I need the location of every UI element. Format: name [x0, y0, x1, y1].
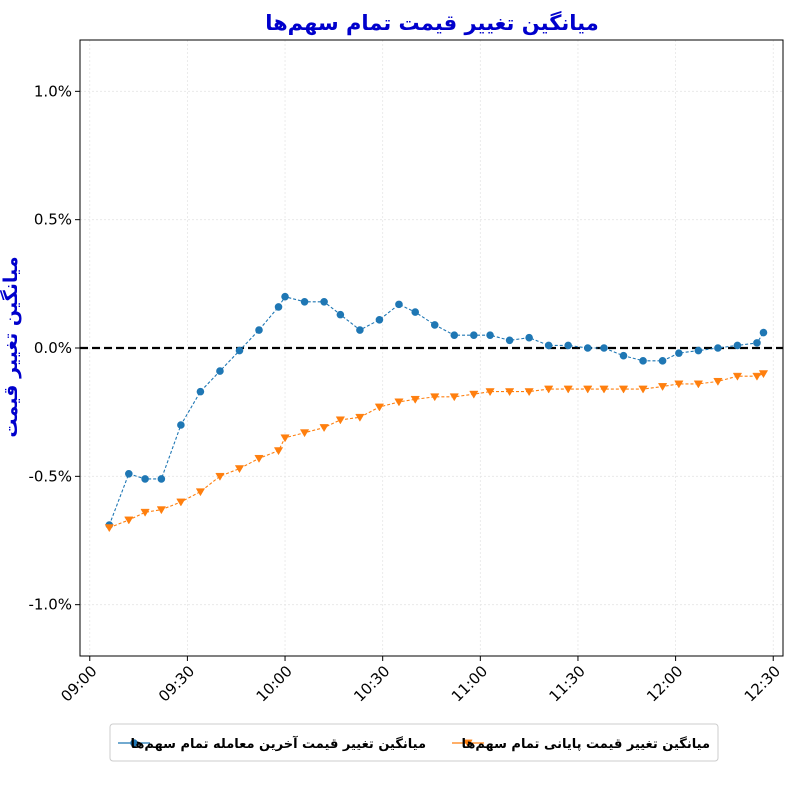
- data-point: [411, 308, 420, 316]
- data-point: [505, 336, 514, 345]
- data-point: [356, 326, 364, 334]
- data-point: [714, 344, 722, 352]
- data-point: [658, 357, 667, 365]
- data-point: [544, 385, 554, 394]
- legend: میانگین تغییر قیمت آخرین معامله تمام سهم…: [109, 723, 719, 762]
- data-point: [470, 331, 478, 339]
- data-point: [374, 403, 385, 412]
- data-point: [177, 421, 185, 429]
- legend-marker: [463, 739, 473, 748]
- data-point: [693, 380, 704, 389]
- data-point: [752, 372, 762, 381]
- data-point: [195, 488, 206, 497]
- legend-box: [109, 723, 719, 762]
- data-point: [674, 380, 684, 389]
- data-point: [156, 506, 167, 515]
- chart-title: میانگین تغییر قیمت تمام سهم‌ها: [265, 10, 599, 35]
- data-point: [394, 398, 404, 407]
- data-point: [274, 303, 283, 311]
- data-point: [758, 370, 769, 379]
- y-tick-label: -1.0%: [28, 596, 72, 614]
- y-tick-label: 0.0%: [34, 339, 72, 357]
- legend-label: میانگین تغییر قیمت آخرین معامله تمام سهم…: [130, 735, 426, 752]
- data-point: [335, 416, 346, 425]
- data-point: [694, 346, 703, 355]
- data-point: [713, 377, 723, 386]
- data-point: [320, 298, 328, 306]
- data-point: [215, 472, 225, 481]
- data-point: [124, 516, 134, 525]
- data-point: [319, 424, 329, 433]
- data-point: [299, 429, 310, 438]
- data-point: [638, 385, 648, 394]
- data-point: [619, 351, 628, 360]
- data-point: [639, 357, 647, 365]
- data-point: [255, 326, 263, 334]
- data-point: [544, 341, 553, 350]
- data-point: [141, 475, 149, 483]
- data-point: [125, 469, 133, 478]
- legend-item-1: میانگین تغییر قیمت آخرین معامله تمام سهم…: [118, 735, 426, 752]
- data-point: [759, 328, 768, 337]
- data-point: [281, 292, 289, 301]
- series-1: [105, 292, 768, 529]
- data-point: [469, 390, 479, 399]
- data-point: [583, 344, 592, 352]
- data-point: [410, 395, 420, 404]
- data-point: [157, 475, 166, 483]
- legend-label: میانگین تغییر قیمت پایانی تمام سهم‌ها: [461, 736, 710, 752]
- data-point: [733, 341, 742, 350]
- data-point: [583, 385, 593, 394]
- data-point: [504, 388, 515, 397]
- legend-item-2: میانگین تغییر قیمت پایانی تمام سهم‌ها: [452, 736, 710, 752]
- data-point: [753, 339, 761, 347]
- plot-area: [80, 292, 783, 533]
- data-point: [300, 298, 309, 306]
- data-point: [196, 387, 205, 396]
- data-point: [430, 393, 440, 402]
- data-point: [675, 349, 683, 357]
- data-point: [140, 508, 150, 517]
- data-point: [600, 344, 608, 352]
- y-tick-label: 0.5%: [34, 211, 72, 229]
- data-point: [235, 346, 244, 355]
- data-point: [449, 393, 459, 402]
- data-point: [563, 385, 573, 394]
- y-tick-label: -0.5%: [28, 467, 72, 485]
- data-point: [657, 383, 668, 391]
- legend-marker: [130, 739, 138, 747]
- data-point: [104, 524, 114, 533]
- data-point: [355, 413, 365, 422]
- data-point: [485, 388, 495, 397]
- data-point: [524, 388, 534, 397]
- data-point: [486, 331, 494, 339]
- series-2: [104, 370, 769, 533]
- data-point: [234, 465, 245, 474]
- data-point: [525, 333, 533, 342]
- data-point: [176, 498, 186, 507]
- data-point: [599, 385, 609, 394]
- data-point: [254, 454, 264, 463]
- data-point: [395, 300, 403, 309]
- data-point: [216, 367, 224, 375]
- data-point: [732, 372, 743, 381]
- data-point: [618, 385, 629, 394]
- data-point: [375, 315, 384, 324]
- data-point: [336, 310, 345, 319]
- y-tick-label: 1.0%: [34, 82, 72, 100]
- y-axis-ticks: -1.0% -0.5% 0.0% 0.5% 1.0%: [28, 82, 80, 614]
- data-point: [564, 341, 572, 350]
- data-point: [280, 434, 290, 443]
- data-point: [450, 331, 459, 339]
- data-point: [430, 321, 439, 329]
- y-axis-label: میانگین تغییر قیمت: [0, 256, 22, 437]
- data-point: [273, 447, 284, 456]
